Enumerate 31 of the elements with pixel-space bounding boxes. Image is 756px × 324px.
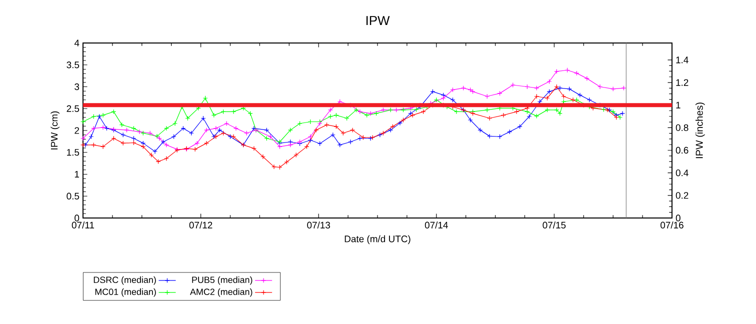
x-tick-label: 07/14 [424,222,448,228]
legend-label: DSRC (median) [94,276,156,285]
y2-tick-label: 0.4 [676,169,688,176]
y-tick-label: 2.5 [66,105,80,112]
y-tick-label: 1 [74,170,80,178]
y-tick-label: 0 [74,214,80,222]
y2-tick-label: 0.2 [676,192,688,199]
y2-tick-label: 0 [676,214,680,222]
y-tick-label: 0.5 [66,192,80,200]
y-axis-title: IPW (cm) [50,111,60,150]
chart-title: IPW [366,16,390,25]
x-tick-label: 07/15 [542,222,566,228]
y-tick-label: 3.5 [66,62,80,68]
x-tick-label: 07/12 [189,222,212,228]
y2-axis-title: IPW (inches) [696,102,705,158]
y-tick-label: 2 [74,127,80,134]
y2-tick-label: 1 [676,102,680,108]
y2-tick-label: 0.8 [676,124,688,132]
legend-label: MC01 (median) [95,288,156,297]
y2-tick-label: 1.2 [676,79,688,86]
x-tick-label: 07/11 [72,222,94,228]
legend-label: PUB5 (median) [192,276,252,285]
x-axis-title: Date (m/d UTC) [344,235,410,244]
legend-label: AMC2 (median) [190,288,252,297]
x-tick-label: 07/16 [660,222,684,228]
y-tick-label: 3 [74,83,80,90]
y2-tick-label: 0.6 [676,146,688,154]
y2-tick-label: 1.4 [676,56,688,64]
y-tick-label: 4 [74,40,80,46]
x-tick-label: 07/13 [307,222,330,228]
y-tick-label: 1.5 [67,149,80,156]
